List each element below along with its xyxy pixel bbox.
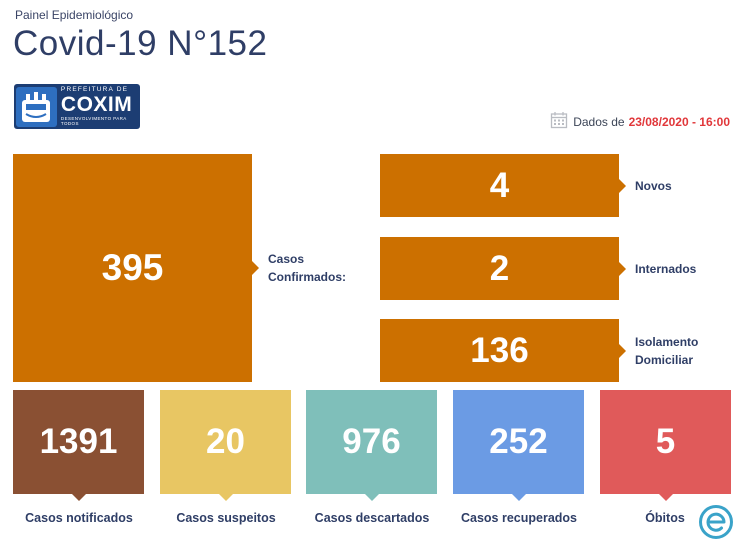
logo-slogan: DESENVOLVIMENTO PARA TODOS — [60, 116, 127, 126]
panel-subtitle: Painel Epidemiológico — [15, 8, 134, 22]
date-label: Dados de — [573, 114, 625, 129]
date-value: 23/08/2020 - 16:00 — [628, 114, 730, 129]
new-cases-label: Novos — [635, 179, 672, 193]
suspected-value: 20 — [206, 422, 245, 461]
calendar-icon — [550, 111, 568, 132]
confirmed-label: Casos Confirmados: — [268, 250, 346, 286]
logo-prefix: PREFEITURA DE — [60, 85, 129, 93]
data-date: Dados de 23/08/2020 - 16:00 — [550, 111, 730, 132]
deaths-value: 5 — [655, 422, 676, 461]
home-isolation-label: Isolamento Domiciliar — [635, 333, 698, 369]
notified-box: 1391 — [13, 390, 144, 501]
discarded-value: 976 — [342, 422, 401, 461]
suspected-label: Casos suspeitos — [176, 511, 276, 525]
recovered-box: 252 — [453, 390, 584, 501]
notified-label: Casos notificados — [25, 511, 133, 525]
discarded-label: Casos descartados — [314, 511, 430, 525]
city-crest-icon — [16, 86, 57, 127]
home-isolation-value: 136 — [470, 330, 529, 370]
confirmed-label-line2: Confirmados: — [268, 270, 346, 284]
new-cases-value: 4 — [489, 165, 510, 205]
page-title: Covid-19 N°152 — [13, 24, 268, 63]
confirmed-box: 395 — [13, 154, 259, 382]
recovered-value: 252 — [489, 422, 548, 461]
discarded-box: 976 — [306, 390, 437, 501]
home-isolation-box: 136 — [380, 319, 626, 382]
hospitalized-label: Internados — [635, 262, 697, 276]
home-isolation-label-line2: Domiciliar — [635, 353, 694, 367]
e-logo-icon — [698, 504, 734, 540]
hospitalized-box: 2 — [380, 237, 626, 300]
home-isolation-label-line1: Isolamento — [635, 335, 699, 349]
logo-city: COXIM — [60, 93, 133, 117]
new-cases-box: 4 — [380, 154, 626, 217]
deaths-label: Óbitos — [645, 511, 685, 525]
confirmed-label-line1: Casos — [268, 252, 305, 266]
prefeitura-logo: PREFEITURA DE COXIM DESENVOLVIMENTO PARA… — [14, 84, 140, 129]
hospitalized-value: 2 — [489, 248, 510, 288]
confirmed-value: 395 — [101, 247, 164, 288]
deaths-box: 5 — [600, 390, 731, 501]
suspected-box: 20 — [160, 390, 291, 501]
recovered-label: Casos recuperados — [460, 511, 578, 525]
notified-value: 1391 — [39, 422, 118, 461]
